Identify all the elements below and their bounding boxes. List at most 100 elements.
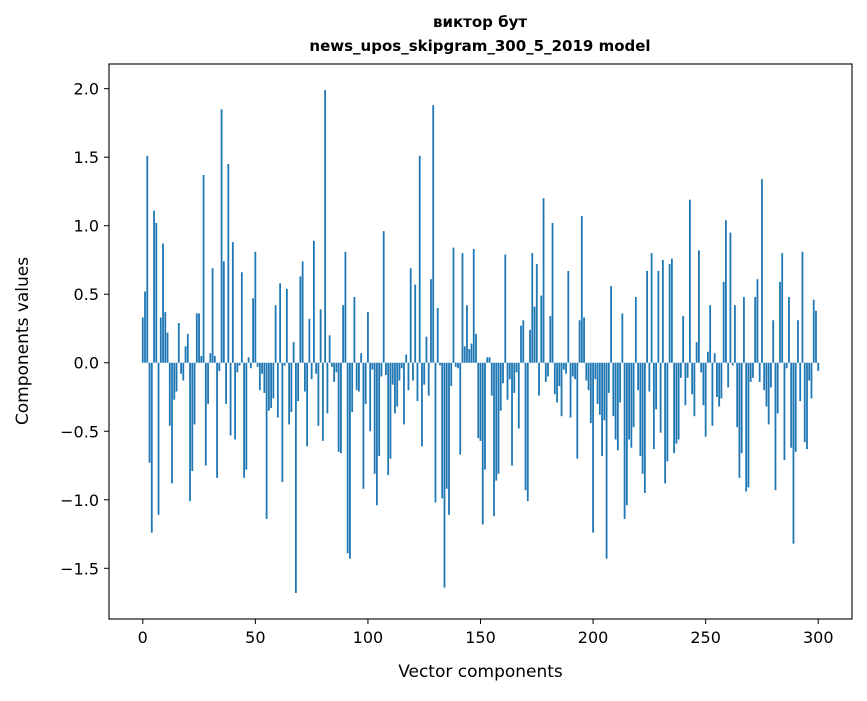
bar xyxy=(227,164,230,363)
bar xyxy=(234,362,236,440)
bar xyxy=(353,296,356,363)
bar xyxy=(283,362,286,366)
bar xyxy=(520,325,522,363)
bar xyxy=(531,253,534,363)
bar xyxy=(583,317,585,363)
bar xyxy=(605,362,608,559)
bar xyxy=(274,305,277,363)
bar xyxy=(513,362,516,393)
bar xyxy=(801,251,804,363)
bar xyxy=(168,362,171,426)
bar xyxy=(171,362,173,484)
bar xyxy=(378,362,381,456)
bar xyxy=(463,346,466,363)
bar xyxy=(445,362,448,489)
bar xyxy=(567,270,570,363)
bar xyxy=(276,362,279,418)
bar xyxy=(385,362,387,376)
bar xyxy=(443,362,446,588)
bar xyxy=(436,307,439,363)
bar xyxy=(362,362,365,489)
bar xyxy=(540,295,543,363)
bar xyxy=(155,222,158,363)
bar xyxy=(144,291,146,363)
bar xyxy=(319,309,322,363)
bar xyxy=(497,362,500,474)
bar xyxy=(648,362,651,392)
bar xyxy=(243,362,245,478)
bar xyxy=(740,362,743,454)
bar xyxy=(452,247,455,363)
bar xyxy=(639,362,642,456)
x-tick-label: 0 xyxy=(138,628,148,647)
bar xyxy=(358,362,360,392)
bar xyxy=(797,320,799,363)
chart-title: виктор бут xyxy=(433,13,527,31)
bar xyxy=(508,362,511,380)
bar xyxy=(783,362,786,461)
bar xyxy=(774,362,777,491)
bar xyxy=(736,362,739,428)
bar xyxy=(371,362,374,370)
x-tick-label: 100 xyxy=(353,628,384,647)
bar xyxy=(779,281,781,363)
bar xyxy=(285,288,288,363)
bar xyxy=(704,362,707,437)
bar xyxy=(544,362,547,382)
bar xyxy=(315,362,318,374)
bar xyxy=(301,261,304,363)
bar xyxy=(380,362,383,377)
bar xyxy=(702,362,705,406)
bar xyxy=(412,362,414,381)
bar xyxy=(398,362,401,381)
bar xyxy=(716,362,718,397)
bar xyxy=(236,362,239,373)
bar xyxy=(713,353,716,363)
bar xyxy=(486,357,489,363)
bar xyxy=(211,268,214,363)
bar xyxy=(461,253,464,363)
bar xyxy=(457,362,459,369)
bar xyxy=(364,362,367,404)
bar xyxy=(533,306,536,363)
bar xyxy=(691,362,694,395)
bar xyxy=(781,253,784,363)
bar xyxy=(288,362,291,425)
bar xyxy=(673,362,676,454)
bar xyxy=(421,362,423,447)
bar xyxy=(815,310,817,363)
bar xyxy=(535,264,538,363)
bar xyxy=(515,362,518,373)
y-tick-label: −0.5 xyxy=(60,422,99,441)
bar xyxy=(340,362,342,454)
bar xyxy=(655,362,658,410)
bar xyxy=(331,362,333,367)
bar xyxy=(670,258,673,363)
bar xyxy=(657,270,660,363)
bar xyxy=(799,362,802,402)
bar xyxy=(472,249,475,363)
y-tick-label: 2.0 xyxy=(74,80,99,99)
bar xyxy=(164,312,167,363)
bar xyxy=(141,317,144,363)
bar xyxy=(391,362,394,385)
bar xyxy=(524,362,527,491)
bar xyxy=(688,199,691,363)
bar xyxy=(641,362,644,474)
bar xyxy=(569,362,572,418)
bar xyxy=(614,362,617,440)
bar xyxy=(682,316,685,363)
bar xyxy=(547,362,549,377)
bar xyxy=(263,362,266,393)
bar xyxy=(668,264,671,363)
bar xyxy=(448,362,450,515)
bar xyxy=(204,362,207,466)
bar xyxy=(153,210,155,363)
bar xyxy=(794,362,797,452)
bar xyxy=(725,220,727,363)
bar xyxy=(630,362,633,448)
y-tick-label: 0.0 xyxy=(74,354,99,373)
bar xyxy=(686,362,689,378)
bar xyxy=(646,270,649,363)
bar xyxy=(148,362,151,463)
